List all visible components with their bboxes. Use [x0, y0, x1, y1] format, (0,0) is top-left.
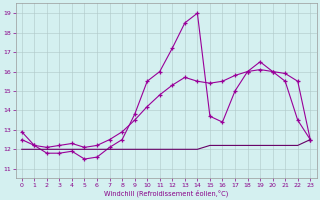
X-axis label: Windchill (Refroidissement éolien,°C): Windchill (Refroidissement éolien,°C) — [104, 189, 228, 197]
